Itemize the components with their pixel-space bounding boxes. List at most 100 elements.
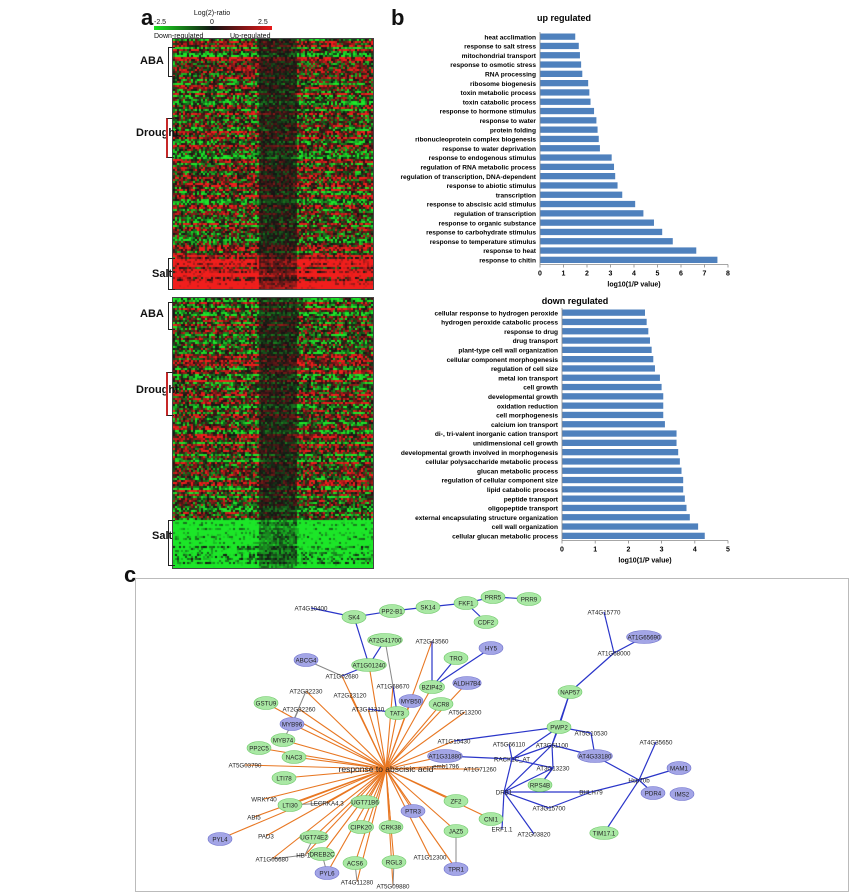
gene-node xyxy=(577,749,613,763)
nodes: AT4G10400 SK4 PP2-B1 SK14 FKF1 PRR5 PRR9 CDF2 AT… xyxy=(207,590,695,890)
gene-node xyxy=(557,685,583,699)
legend-min: -2.5 xyxy=(154,19,166,26)
bar xyxy=(540,117,597,124)
edge-abscisic xyxy=(293,756,387,770)
edge-abscisic xyxy=(258,747,387,770)
edge-interaction xyxy=(603,779,640,834)
bar xyxy=(562,421,665,428)
gene-label: UGT74E2 xyxy=(300,834,328,841)
gene-label: AT3G11310 xyxy=(352,706,385,713)
category-label: regulation of RNA metabolic process xyxy=(420,164,536,171)
gene-label: AT5G66110 xyxy=(493,741,526,748)
bar xyxy=(540,52,580,59)
edge-abscisic xyxy=(271,768,387,860)
gene-node xyxy=(428,697,454,711)
gene-label: AT1G68670 xyxy=(377,683,410,690)
gene-node xyxy=(443,862,469,876)
category-label: cellular polysaccharide metabolic proces… xyxy=(425,459,558,466)
edge-abscisic xyxy=(341,675,387,770)
x-tick-label: 0 xyxy=(560,547,564,554)
legend-mid: 0 xyxy=(210,19,214,26)
bar xyxy=(562,411,664,419)
category-label: developmental growth involved in morphog… xyxy=(401,450,559,457)
gene-label: LTI30 xyxy=(282,802,298,809)
gene-label: BZIP42 xyxy=(422,684,443,691)
edge-interaction xyxy=(590,779,640,793)
category-label: glucan metabolic process xyxy=(477,468,558,475)
gene-label: RGL3 xyxy=(386,859,403,866)
gene-label: AT2G41700 xyxy=(369,637,402,644)
bar xyxy=(540,238,673,245)
gene-label: HB-12 xyxy=(296,852,314,859)
bar xyxy=(562,365,655,372)
x-tick-label: 0 xyxy=(538,271,542,278)
gene-node xyxy=(253,696,279,710)
gene-node xyxy=(480,590,506,604)
gene-label: MYB96 xyxy=(282,721,303,728)
gene-label: AT1G65690 xyxy=(628,634,661,641)
gene-label: AT1G71260 xyxy=(464,766,497,773)
gene-label: HY5 xyxy=(485,645,498,652)
edge-abscisic xyxy=(385,686,433,770)
bar xyxy=(562,309,645,316)
gene-label: AT4G11280 xyxy=(341,879,374,886)
x-tick-label: 5 xyxy=(656,271,660,278)
gene-label: ABCG4 xyxy=(296,657,318,664)
gene-label: AT4G10400 xyxy=(295,605,328,612)
x-tick-label: 7 xyxy=(703,271,707,278)
gene-node xyxy=(384,706,410,720)
edge-abscisic xyxy=(305,690,387,770)
gene-node xyxy=(378,820,404,834)
edge-interaction xyxy=(638,741,657,781)
gene-node xyxy=(367,633,403,647)
gene-label: ERF1.1 xyxy=(492,826,514,833)
gene-label: TAT3 xyxy=(390,710,405,717)
gene-label: ABI5 xyxy=(247,814,261,821)
panel-label-c: c xyxy=(124,562,137,587)
gene-label: AT2G23120 xyxy=(334,692,367,699)
bar xyxy=(562,486,684,493)
gene-label: AT2G43560 xyxy=(416,638,449,645)
gene-node xyxy=(443,651,469,665)
bar xyxy=(540,219,654,226)
gene-node xyxy=(415,600,441,614)
category-label: response to temperature stimulus xyxy=(430,239,537,246)
category-label: oligopeptide transport xyxy=(488,506,559,513)
gene-label: AT1G15430 xyxy=(438,738,471,745)
gene-label: AT1G01240 xyxy=(353,662,386,669)
edge-interaction xyxy=(508,743,513,760)
gene-label: AT1G31880 xyxy=(429,753,462,760)
bar xyxy=(540,145,600,152)
category-label: hydrogen peroxide catabolic process xyxy=(441,320,558,327)
gene-node xyxy=(246,741,272,755)
edge-abscisic xyxy=(263,768,387,800)
gene-node xyxy=(348,820,374,834)
gene-label: AT4G35650 xyxy=(640,739,673,746)
x-tick-label: 2 xyxy=(585,271,589,278)
category-label: regulation of cellular component size xyxy=(441,478,558,485)
category-label: response to chitin xyxy=(479,257,536,264)
edge-interaction xyxy=(453,726,560,742)
bar xyxy=(562,532,705,539)
bracket-top-salt xyxy=(168,258,175,290)
edge-abscisic xyxy=(283,768,387,779)
category-label: response to osmotic stress xyxy=(450,62,536,69)
category-label: lipid catabolic process xyxy=(487,487,558,494)
gene-label: TRO xyxy=(449,655,462,662)
gene-label: PWP2 xyxy=(550,724,568,731)
bar xyxy=(540,200,636,208)
edges xyxy=(219,596,680,887)
gene-label: AT1G05680 xyxy=(256,856,289,863)
category-label: RNA processing xyxy=(485,71,536,78)
edge-interaction xyxy=(551,744,554,769)
bar xyxy=(540,70,583,77)
chart-title: down regulated xyxy=(542,296,609,306)
gene-label: ACS6 xyxy=(347,860,364,867)
bar xyxy=(540,210,644,217)
edge-abscisic xyxy=(385,712,398,770)
edge-interaction xyxy=(501,791,505,830)
edge-abscisic xyxy=(313,768,387,838)
gene-node xyxy=(453,596,479,610)
bar xyxy=(562,467,682,474)
network-panel: AT4G10400 SK4 PP2-B1 SK14 FKF1 PRR5 PRR9 CDF2 AT… xyxy=(135,578,849,892)
